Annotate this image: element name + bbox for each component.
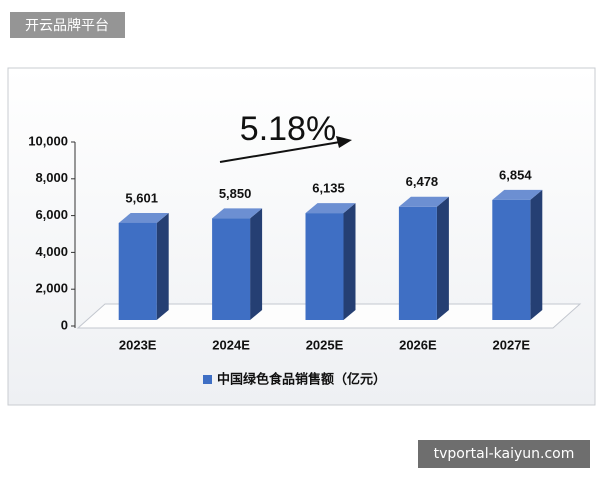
badge-text: tvportal-kaiyun.com	[434, 446, 575, 462]
y-tick-label: 10,000	[28, 133, 68, 148]
bar-top	[492, 189, 543, 200]
bar-top	[212, 208, 263, 219]
bar-top	[305, 203, 356, 214]
x-tick-label: 2023E	[119, 337, 157, 352]
value-label: 6,854	[499, 167, 532, 182]
value-label: 5,850	[219, 186, 252, 201]
y-tick-label: 6,000	[35, 207, 68, 222]
bar	[212, 218, 251, 320]
value-label: 5,601	[125, 190, 158, 205]
x-tick-label: 2026E	[399, 337, 437, 352]
bar-top	[118, 212, 169, 223]
badge	[10, 12, 125, 38]
trend-arrow	[219, 141, 341, 163]
badge-text: 开云品牌平台	[25, 17, 109, 34]
bar	[305, 213, 344, 320]
x-tick-label: 2025E	[306, 337, 344, 352]
bar-side	[343, 203, 356, 320]
badge	[418, 440, 590, 468]
bar	[398, 206, 437, 320]
bar-side	[436, 196, 449, 320]
bar-side	[156, 212, 169, 320]
y-tick-label: 4,000	[35, 244, 68, 259]
bar-side	[250, 208, 263, 320]
y-tick-label: 0	[61, 317, 68, 332]
arrow-head	[336, 136, 352, 148]
value-label: 6,135	[312, 181, 345, 196]
bar	[492, 199, 531, 320]
bar-top	[398, 196, 449, 207]
y-tick-label: 8,000	[35, 170, 68, 185]
x-tick-label: 2027E	[493, 337, 531, 352]
legend-label: 中国绿色食品销售额（亿元）	[217, 372, 386, 388]
bar-side	[530, 189, 543, 320]
x-tick-label: 2024E	[212, 337, 250, 352]
legend-swatch	[203, 375, 212, 384]
value-label: 6,478	[406, 174, 439, 189]
y-tick-label: 2,000	[35, 281, 68, 296]
annotation: 5.18%	[240, 110, 336, 148]
bar	[118, 222, 157, 320]
